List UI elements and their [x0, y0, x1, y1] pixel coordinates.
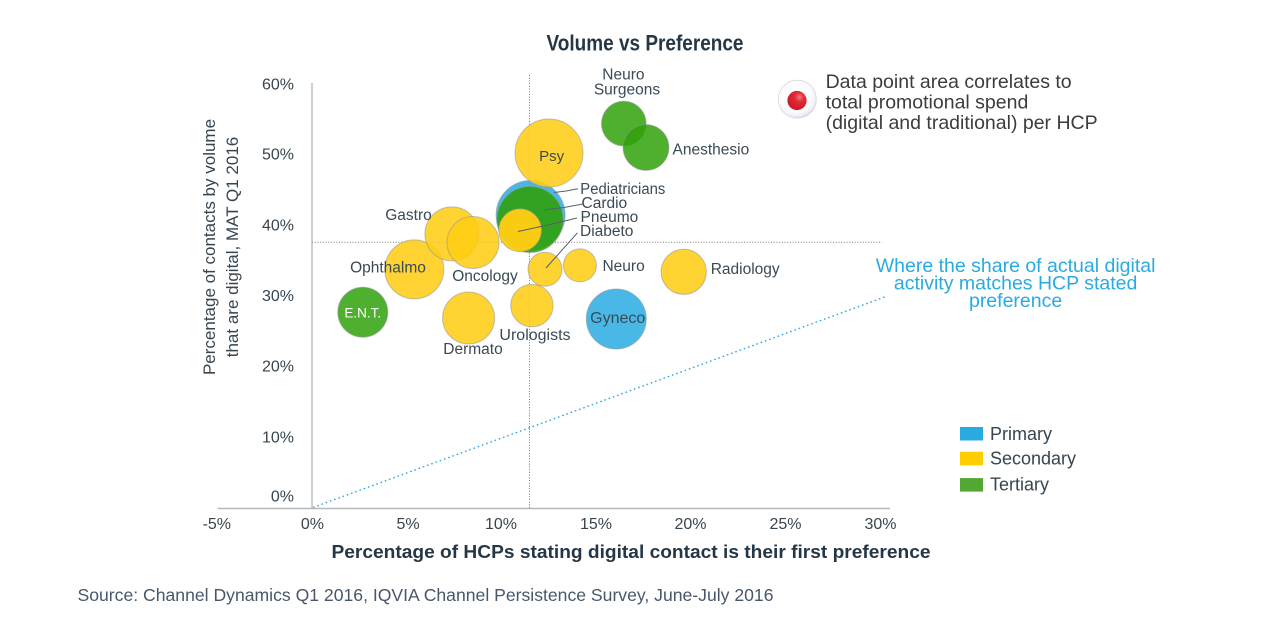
- svg-text:20%: 20%: [262, 359, 294, 376]
- svg-text:20%: 20%: [674, 516, 706, 533]
- svg-text:Radiology: Radiology: [711, 261, 780, 278]
- svg-text:50%: 50%: [262, 147, 294, 164]
- svg-text:30%: 30%: [262, 288, 294, 305]
- svg-text:Neuro: Neuro: [602, 66, 644, 83]
- svg-text:40%: 40%: [262, 218, 294, 235]
- svg-text:Neuro: Neuro: [602, 258, 644, 275]
- svg-text:Data point area correlates to: Data point area correlates to: [826, 71, 1072, 93]
- svg-text:Tertiary: Tertiary: [990, 475, 1049, 495]
- svg-text:that are digital, MAT Q1 2016: that are digital, MAT Q1 2016: [223, 137, 242, 358]
- svg-text:0%: 0%: [301, 516, 324, 533]
- svg-text:60%: 60%: [262, 77, 294, 94]
- svg-text:Primary: Primary: [990, 424, 1052, 444]
- svg-text:-5%: -5%: [203, 516, 231, 533]
- svg-text:Volume vs Preference: Volume vs Preference: [547, 31, 744, 56]
- svg-text:30%: 30%: [864, 516, 896, 533]
- svg-text:Pneumo: Pneumo: [581, 209, 639, 226]
- svg-text:total promotional spend: total promotional spend: [826, 92, 1029, 114]
- svg-text:Anesthesio: Anesthesio: [673, 141, 750, 158]
- svg-text:25%: 25%: [769, 516, 801, 533]
- svg-text:Percentage of contacts by volu: Percentage of contacts by volume: [200, 119, 219, 375]
- svg-text:(digital and traditional) per: (digital and traditional) per HCP: [826, 112, 1098, 134]
- svg-text:preference: preference: [969, 290, 1062, 312]
- svg-text:Diabeto: Diabeto: [580, 223, 633, 240]
- svg-text:Where the share of actual digi: Where the share of actual digital: [876, 255, 1156, 277]
- svg-text:Secondary: Secondary: [990, 449, 1076, 469]
- svg-text:10%: 10%: [485, 516, 517, 533]
- svg-text:Psy: Psy: [539, 148, 565, 165]
- svg-text:Gastro: Gastro: [385, 207, 432, 224]
- svg-text:Pediatricians: Pediatricians: [580, 181, 665, 198]
- svg-text:Cardio: Cardio: [582, 195, 628, 212]
- svg-text:15%: 15%: [580, 516, 612, 533]
- svg-text:E.N.T.: E.N.T.: [344, 306, 381, 321]
- svg-text:0%: 0%: [271, 489, 294, 506]
- svg-text:Surgeons: Surgeons: [594, 82, 661, 99]
- svg-text:5%: 5%: [396, 516, 419, 533]
- svg-text:Percentage of HCPs stating dig: Percentage of HCPs stating digital conta…: [332, 542, 931, 562]
- svg-text:Ophthalmo: Ophthalmo: [350, 259, 426, 276]
- svg-text:Gyneco: Gyneco: [590, 310, 645, 327]
- svg-text:Dermato: Dermato: [443, 341, 502, 358]
- svg-text:activity matches HCP stated: activity matches HCP stated: [894, 272, 1137, 294]
- svg-text:Oncology: Oncology: [452, 268, 518, 285]
- svg-text:Source: Channel Dynamics Q1 20: Source: Channel Dynamics Q1 2016, IQVIA …: [78, 585, 774, 605]
- svg-text:Urologists: Urologists: [499, 327, 570, 344]
- svg-text:10%: 10%: [262, 430, 294, 447]
